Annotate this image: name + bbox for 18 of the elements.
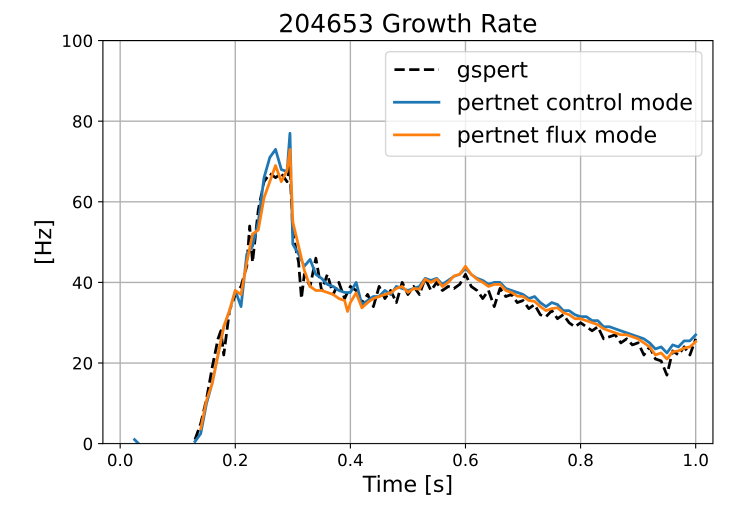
legend-label: pertnet flux mode bbox=[458, 126, 656, 148]
chart-title: 204653 Growth Rate bbox=[280, 13, 536, 33]
y-axis-title: [Hz] bbox=[34, 221, 54, 264]
legend-label: pertnet control mode bbox=[458, 93, 692, 115]
y-tick-label: 80 bbox=[73, 115, 92, 128]
x-tick-label: 0.2 bbox=[223, 454, 247, 466]
y-tick-label: 40 bbox=[72, 276, 92, 289]
y-tick-label: 20 bbox=[73, 356, 92, 370]
x-tick-label: 0.4 bbox=[338, 454, 363, 466]
y-tick-label: 0 bbox=[84, 438, 92, 450]
legend-label: gspert bbox=[458, 62, 528, 82]
x-axis-title: Time [s] bbox=[362, 475, 452, 495]
x-tick-label: 1.0 bbox=[684, 454, 708, 466]
y-tick-label: 60 bbox=[73, 196, 92, 208]
x-tick-label: 0.8 bbox=[568, 454, 593, 466]
x-tick-label: 0.6 bbox=[453, 454, 478, 466]
y-tick-label: 100 bbox=[63, 34, 92, 48]
x-tick-label: 0.0 bbox=[108, 454, 132, 466]
